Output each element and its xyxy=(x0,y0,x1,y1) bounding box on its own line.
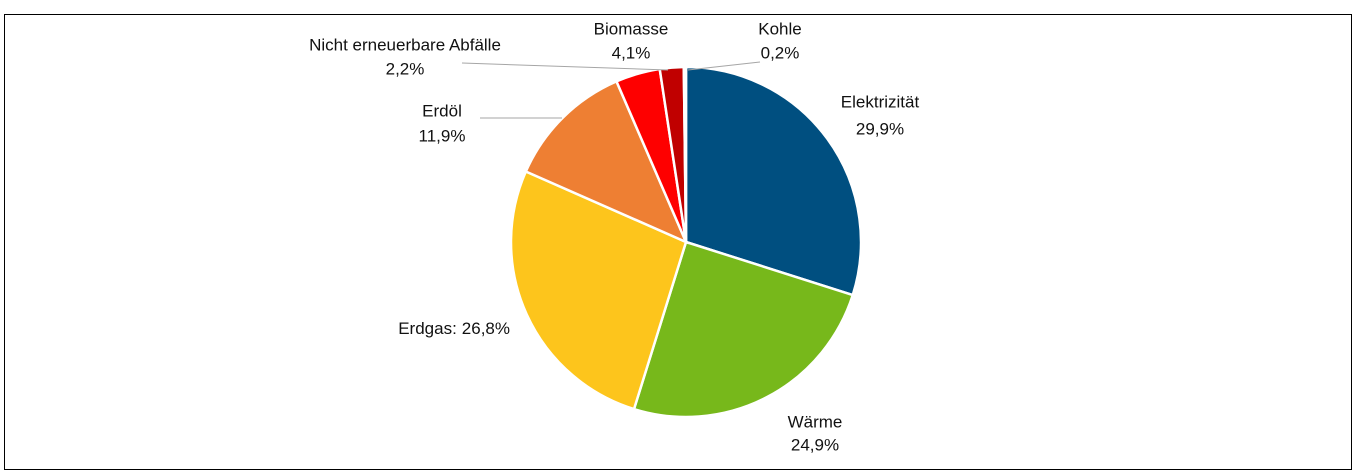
pie-slice xyxy=(509,169,688,411)
category-label: Nicht erneuerbare Abfälle xyxy=(309,35,501,54)
value-label: 2,2% xyxy=(386,59,425,78)
pie-slice xyxy=(632,240,855,419)
value-label: 26,8% xyxy=(462,319,510,338)
category-label: Biomasse xyxy=(594,19,669,38)
pie-slice xyxy=(524,79,689,245)
value-label: 4,1% xyxy=(612,43,651,62)
pie-slice xyxy=(684,65,863,297)
category-label: Erdöl xyxy=(422,101,462,120)
value-label: 11,9% xyxy=(419,126,466,145)
leader-line xyxy=(461,62,669,71)
leader-line xyxy=(687,61,761,71)
category-label: Erdgas: xyxy=(398,319,457,338)
category-label: Wärme xyxy=(788,412,843,431)
value-label: 29,9% xyxy=(856,119,904,138)
value-label: 0,2% xyxy=(761,43,800,62)
slice-label: Erdgas: 26,8% xyxy=(398,319,510,338)
category-label: Elektrizität xyxy=(841,92,920,111)
pie-slice xyxy=(682,65,688,243)
value-label: 24,9% xyxy=(791,435,839,454)
category-label: Kohle xyxy=(758,19,801,38)
